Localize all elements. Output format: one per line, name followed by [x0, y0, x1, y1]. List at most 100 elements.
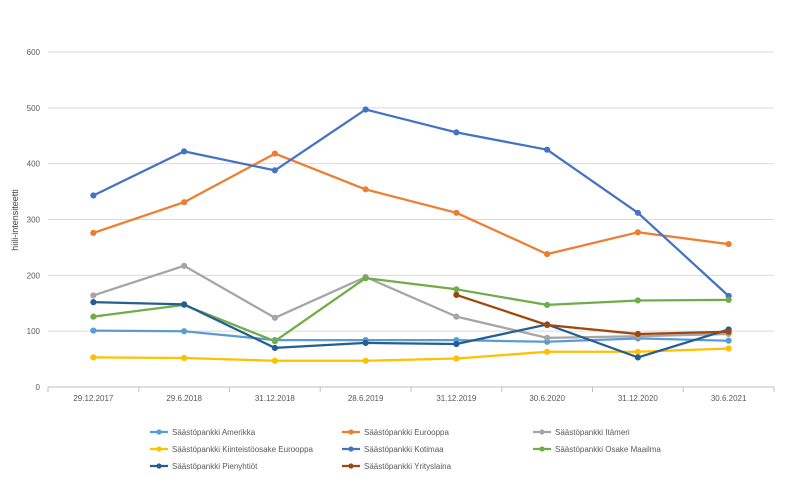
data-point — [453, 355, 460, 362]
data-point — [90, 192, 97, 199]
y-tick-label: 600 — [27, 48, 41, 57]
series-line — [92, 264, 730, 340]
data-point — [90, 313, 97, 320]
legend-item: Säästöpankki Itämeri — [533, 428, 630, 437]
data-point — [271, 357, 278, 364]
series-line — [92, 152, 730, 256]
legend-swatch-marker — [348, 446, 354, 452]
data-point — [90, 292, 97, 299]
legend: Säästöpankki Amerikka Säästöpankki Euroop… — [150, 428, 661, 471]
series-line — [92, 108, 730, 298]
legend-item: Säästöpankki Amerikka — [150, 428, 256, 437]
legend-label: Säästöpankki Kiinteistöosake Eurooppa — [172, 445, 314, 454]
data-point — [725, 337, 732, 344]
series-4 — [90, 106, 732, 300]
data-point — [544, 146, 551, 153]
x-tick-label: 31.12.2020 — [618, 394, 659, 403]
data-point — [90, 354, 97, 361]
gridlines — [48, 51, 774, 332]
data-point — [634, 348, 641, 355]
series-line — [92, 329, 730, 343]
legend-swatch-marker — [156, 429, 162, 435]
data-point — [90, 299, 97, 306]
data-point — [634, 354, 641, 361]
x-tick-label: 29.6.2018 — [166, 394, 202, 403]
data-point — [181, 328, 188, 335]
x-tick-label: 29.12.2017 — [73, 394, 114, 403]
legend-swatch-marker — [539, 446, 545, 452]
legend-swatch-marker — [539, 429, 545, 435]
data-point — [271, 167, 278, 174]
series-7 — [453, 291, 732, 338]
data-point — [453, 291, 460, 298]
data-point — [453, 209, 460, 216]
data-point — [544, 334, 551, 341]
data-point — [725, 240, 732, 248]
data-point — [453, 313, 460, 320]
data-point — [544, 301, 551, 309]
data-point — [271, 314, 278, 321]
data-point — [181, 262, 188, 269]
data-point — [725, 345, 732, 352]
data-point — [725, 328, 732, 335]
data-point — [453, 129, 460, 136]
legend-label: Säästöpankki Kotimaa — [364, 445, 444, 454]
data-point — [181, 199, 188, 206]
legend-label: Säästöpankki Pienyhtiöt — [172, 462, 258, 471]
legend-label: Säästöpankki Yrityslaina — [364, 462, 452, 471]
data-point — [181, 354, 188, 362]
data-point — [544, 321, 551, 329]
x-tick-label: 31.12.2019 — [436, 394, 477, 403]
x-tick-label: 30.6.2020 — [529, 394, 565, 403]
legend-label: Säästöpankki Itämeri — [555, 428, 630, 437]
legend-item: Säästöpankki Eurooppa — [342, 428, 450, 437]
data-point — [725, 296, 732, 303]
x-tick-label: 28.6.2019 — [348, 394, 384, 403]
series-line — [92, 300, 730, 359]
data-point — [634, 229, 641, 236]
data-point — [362, 186, 369, 193]
legend-label: Säästöpankki Osake Maailma — [555, 445, 661, 454]
data-point — [453, 340, 460, 348]
y-tick-label: 300 — [27, 216, 41, 225]
data-point — [634, 330, 641, 338]
legend-item: Säästöpankki Kotimaa — [342, 445, 444, 454]
data-point — [181, 148, 188, 155]
legend-item: Säästöpankki Kiinteistöosake Eurooppa — [150, 445, 314, 454]
data-point — [453, 286, 460, 293]
legend-swatch-marker — [348, 463, 354, 469]
y-axis-label: hiili-intensiteetti — [10, 189, 20, 251]
y-tick-label: 0 — [36, 383, 41, 392]
y-tick-label: 200 — [27, 271, 41, 280]
y-tick-label: 400 — [27, 160, 41, 169]
legend-swatch-marker — [348, 429, 354, 435]
y-tick-label: 500 — [27, 104, 41, 113]
data-point — [271, 344, 278, 352]
axes: 0 100 200 300 400 500 600 29.12.2017 29.6.2018 31… — [27, 48, 775, 403]
data-point — [544, 251, 551, 258]
data-point — [634, 209, 641, 216]
legend-swatch-marker — [156, 446, 162, 452]
x-tick-label: 31.12.2018 — [255, 394, 296, 403]
data-point — [271, 150, 278, 157]
data-point — [634, 297, 641, 304]
data-point — [271, 338, 278, 345]
legend-item: Säästöpankki Pienyhtiöt — [150, 462, 258, 471]
data-point — [181, 301, 188, 308]
legend-item: Säästöpankki Yrityslaina — [342, 462, 452, 471]
x-tick-label: 30.6.2021 — [711, 394, 747, 403]
series-line — [455, 293, 730, 336]
y-tick-label: 100 — [27, 327, 41, 336]
data-point — [90, 229, 97, 236]
series — [90, 106, 732, 364]
legend-label: Säästöpankki Eurooppa — [364, 428, 450, 437]
data-point — [90, 327, 97, 334]
legend-item: Säästöpankki Osake Maailma — [533, 445, 661, 454]
data-point — [362, 357, 369, 364]
series-1 — [90, 150, 732, 258]
data-point — [362, 275, 369, 282]
data-point — [544, 348, 551, 355]
legend-label: Säästöpankki Amerikka — [172, 428, 256, 437]
